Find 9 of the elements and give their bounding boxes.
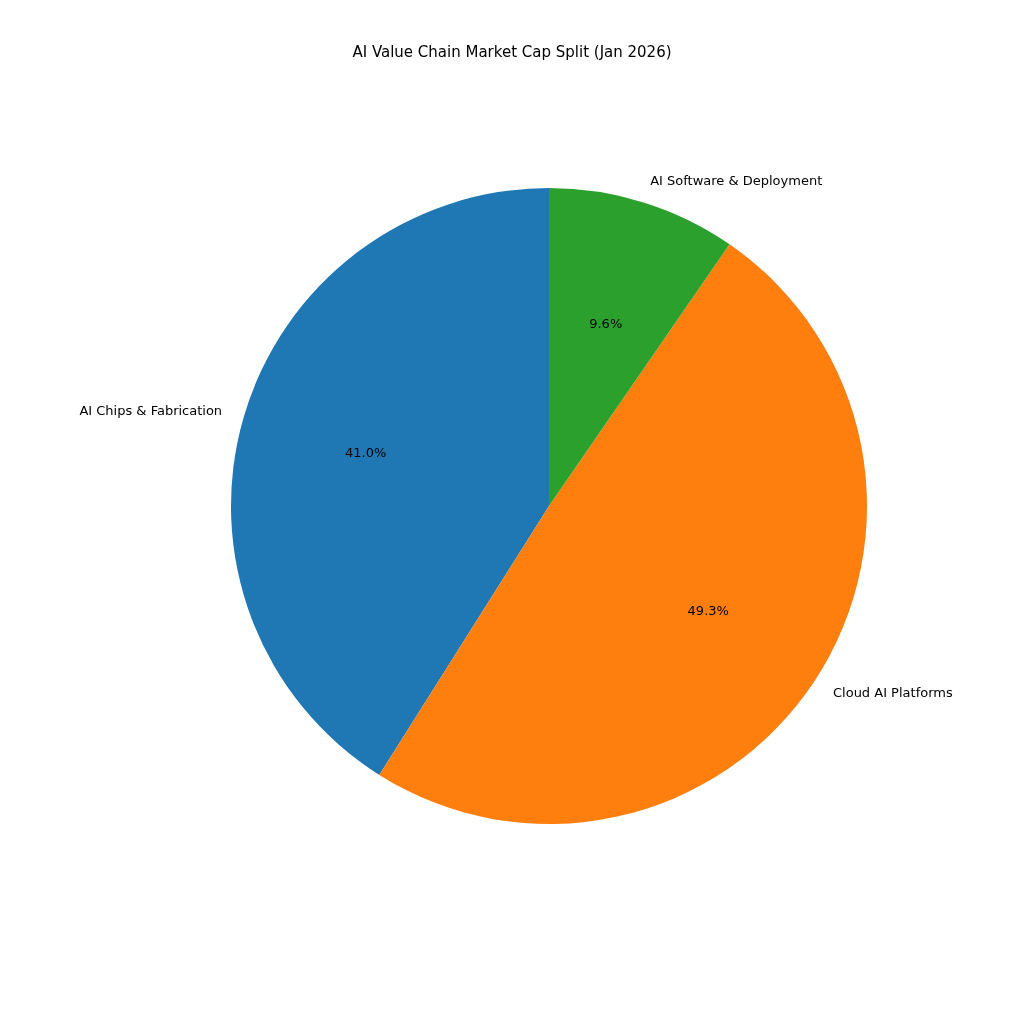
data-label: 41.0%: [345, 445, 387, 460]
slice-label: AI Chips & Fabrication: [79, 403, 223, 419]
pie-slice: [549, 188, 730, 506]
slice-label: AI Software & Deployment: [650, 173, 823, 189]
data-label: 49.3%: [687, 603, 729, 619]
data-label: 9.6%: [589, 315, 623, 331]
pie-slice: [231, 188, 549, 775]
slice-label: Cloud AI Platforms: [832, 685, 953, 701]
chart-title: AI Value Chain Market Cap Split (Jan 2026): [352, 43, 672, 61]
